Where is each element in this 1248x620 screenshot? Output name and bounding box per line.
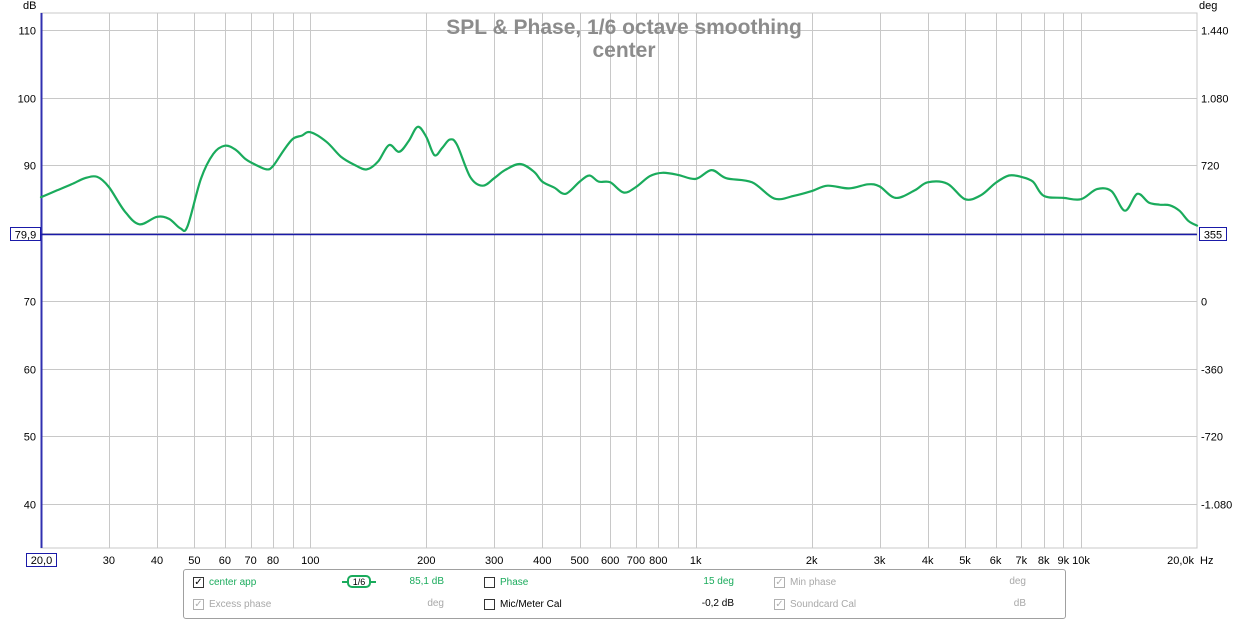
excess-phase-value: deg [427,598,444,609]
smoothing-badge[interactable]: 1/6 [347,575,371,588]
right-tick-label: -360 [1201,365,1223,377]
excess-phase-checkbox[interactable]: ✓ [193,599,204,610]
mic-cal-label: Mic/Meter Cal [500,599,562,610]
center-app-value: 85,1 dB [409,576,444,587]
y-tick-label: 50 [24,432,36,444]
x-tick-label: 4k [922,555,934,567]
grid-lines [40,12,1198,549]
x-tick-label: 40 [151,555,163,567]
phase-value: 15 deg [703,576,734,587]
x-tick-label: 2k [806,555,818,567]
x-tick-label: 5k [959,555,971,567]
x-tick-label: 500 [570,555,588,567]
series-line-center-app [39,125,1199,233]
right-tick-label: 720 [1201,161,1219,173]
x-tick-label: 50 [188,555,200,567]
y-axis-ticks: 1101.4401001.080907208070060-36050-72040… [18,26,1233,512]
chart-title: SPL & Phase, 1/6 octave smoothing [446,16,802,39]
min-phase-checkbox[interactable]: ✓ [774,577,785,588]
x-tick-label: 7k [1016,555,1028,567]
x-start-box [26,553,57,567]
right-tick-label: -720 [1201,432,1223,444]
center-app-checkbox[interactable]: ✓ [193,577,204,588]
soundcard-cal-value: dB [1013,598,1026,609]
x-end-label: 20,0k [1167,555,1194,567]
mic-cal-checkbox[interactable] [484,599,495,610]
x-tick-label: 200 [417,555,435,567]
y-tick-label: 40 [24,500,36,512]
left-axis-unit: dB [23,0,36,12]
excess-phase-label: Excess phase [209,599,272,610]
center-app-label: center app [209,577,257,588]
right-tick-label: 0 [1201,297,1207,309]
x-tick-label: 700 [627,555,645,567]
x-tick-label: 3k [874,555,886,567]
cursor-left-box [10,227,41,241]
legend-panel: ✓ center app 1/6 85,1 dB Phase 15 deg ✓ … [183,569,1066,619]
cursor-right-label: 355 [1204,230,1222,242]
right-axis-unit: deg [1199,0,1217,12]
x-tick-label: 9k [1058,555,1070,567]
soundcard-cal-label: Soundcard Cal [790,599,857,610]
y-tick-label: 110 [18,26,36,38]
cursor-marker[interactable]: 79,9 355 [10,227,1227,242]
x-tick-label: 600 [601,555,619,567]
y-tick-label: 90 [24,161,36,173]
phase-checkbox[interactable] [484,577,495,588]
y-tick-label: 100 [18,94,36,106]
x-tick-label: 800 [649,555,667,567]
right-tick-label: -1.080 [1201,500,1232,512]
mic-cal-value: -0,2 dB [701,598,734,609]
x-tick-label: 300 [485,555,503,567]
x-tick-label: 8k [1038,555,1050,567]
x-tick-label: 10k [1072,555,1090,567]
x-axis-ticks: 30 40 50 60 70 80 100 200 300 400 500 600 700 800 1k 2k… [26,553,1194,567]
x-tick-label: 30 [103,555,115,567]
min-phase-value: deg [1009,576,1026,587]
plot-frame [40,12,1198,549]
x-tick-label: 400 [533,555,551,567]
y-tick-label: 70 [24,297,36,309]
smoothing-line-right [371,581,376,583]
cursor-left-label: 79,9 [15,230,36,242]
phase-label: Phase [500,577,529,588]
x-axis-unit: Hz [1200,555,1213,567]
min-phase-label: Min phase [790,577,837,588]
chart-subtitle: center [592,39,655,62]
right-tick-label: 1.080 [1201,94,1229,106]
cursor-right-box [1199,227,1227,241]
x-tick-label: 70 [245,555,257,567]
right-tick-label: 1.440 [1201,26,1229,38]
x-tick-label: 1k [690,555,702,567]
y-tick-label: 60 [24,365,36,377]
x-start-marker: 20,0 [26,553,57,567]
x-tick-label: 60 [219,555,231,567]
x-tick-label: 6k [990,555,1002,567]
soundcard-cal-checkbox[interactable]: ✓ [774,599,785,610]
x-tick-label: 80 [267,555,279,567]
x-start-label: 20,0 [31,555,52,567]
x-tick-label: 100 [301,555,319,567]
series-layer [39,125,1199,233]
smoothing-line-left [342,581,347,583]
